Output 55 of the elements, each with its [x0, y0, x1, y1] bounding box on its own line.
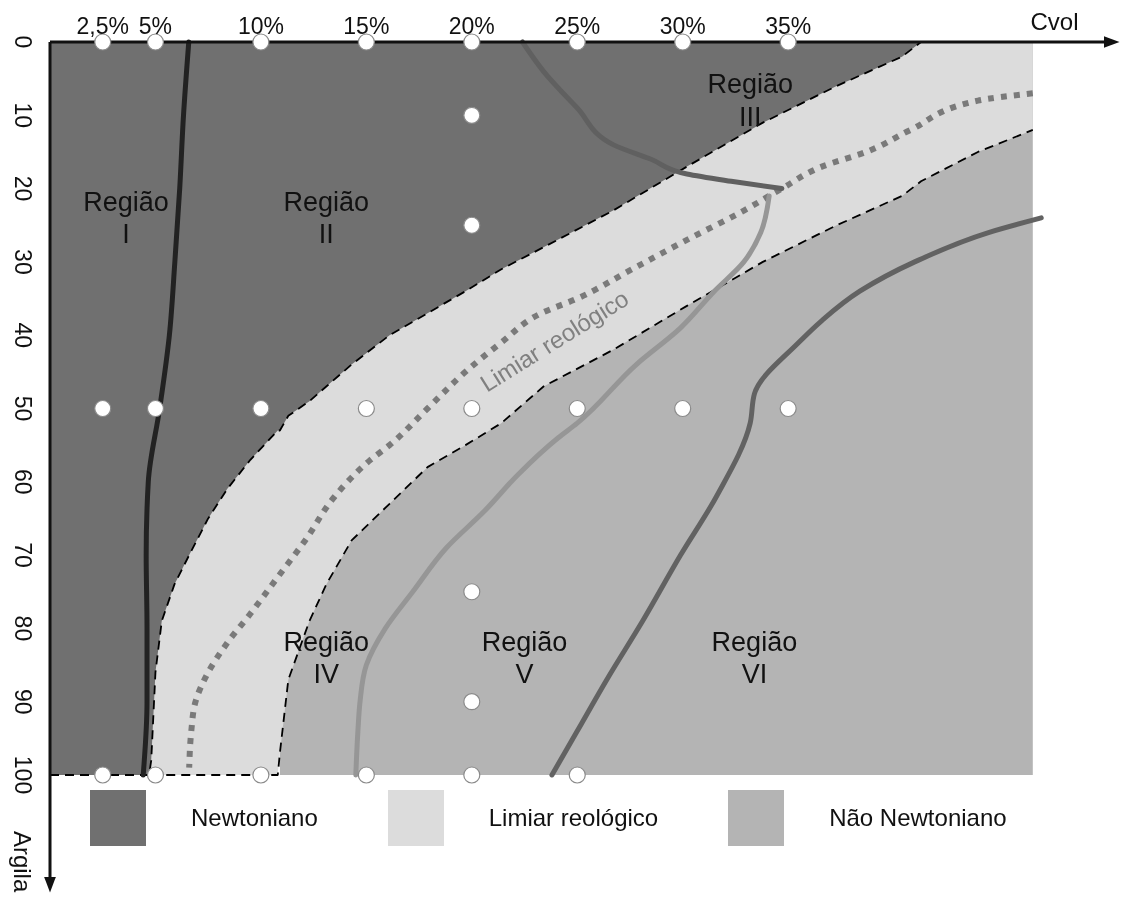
point: [146, 399, 165, 418]
annotation: Região III: [707, 69, 793, 132]
y-tick-label: 30: [10, 249, 36, 275]
x-tick-label: 20%: [448, 13, 495, 39]
y-axis-title: Argila: [8, 830, 36, 893]
y-tick-label: 70: [10, 542, 36, 568]
point: [146, 33, 165, 51]
point: [357, 399, 375, 418]
y-tick-label: 0: [10, 35, 36, 49]
point: [674, 399, 692, 418]
y-tick-label: 100: [10, 755, 36, 795]
point: [779, 399, 797, 418]
point: [463, 216, 481, 234]
annotation: Região V: [481, 626, 568, 689]
point: [463, 106, 481, 124]
point: [779, 33, 797, 51]
x-axis-title: Cvol: [1030, 8, 1079, 35]
legend-label: Não Newtoniano: [829, 804, 1007, 831]
point: [357, 766, 375, 784]
point: [568, 399, 586, 418]
annotation: Região VI: [711, 626, 798, 689]
point: [568, 766, 586, 784]
point: [94, 399, 112, 418]
y-tick-label: 50: [10, 395, 36, 422]
annotation: Região II: [283, 186, 370, 250]
y-tick-label: 80: [10, 615, 36, 642]
legend-label: Newtoniano: [191, 804, 318, 831]
y-tick-label: 90: [10, 688, 36, 715]
annotation: Região IV: [283, 626, 370, 689]
point: [252, 766, 270, 784]
point: [252, 399, 270, 418]
point: [463, 399, 481, 418]
point: [252, 33, 270, 51]
x-tick-label: 25%: [554, 13, 601, 39]
point: [568, 33, 586, 51]
y-tick-label: 20: [10, 175, 36, 202]
point: [674, 33, 692, 51]
x-tick-label: 15%: [343, 13, 390, 39]
point: [94, 766, 112, 784]
point: [463, 766, 481, 784]
x-tick-label: 2,5%: [76, 13, 129, 39]
x-tick-label: 30%: [659, 13, 706, 39]
annotation: Região I: [83, 186, 169, 250]
point: [463, 583, 481, 601]
x-tick-label: 10%: [237, 13, 284, 39]
x-tick-label: 35%: [765, 13, 812, 39]
legend-label: Limiar reológico: [488, 804, 659, 831]
point: [146, 766, 165, 784]
y-tick-label: 40: [10, 322, 36, 348]
point: [463, 693, 481, 711]
x-tick-label: 5%: [138, 13, 173, 39]
y-tick-label: 60: [10, 468, 36, 495]
point: [357, 33, 375, 51]
y-tick-label: 10: [10, 102, 36, 129]
point: [463, 33, 481, 51]
